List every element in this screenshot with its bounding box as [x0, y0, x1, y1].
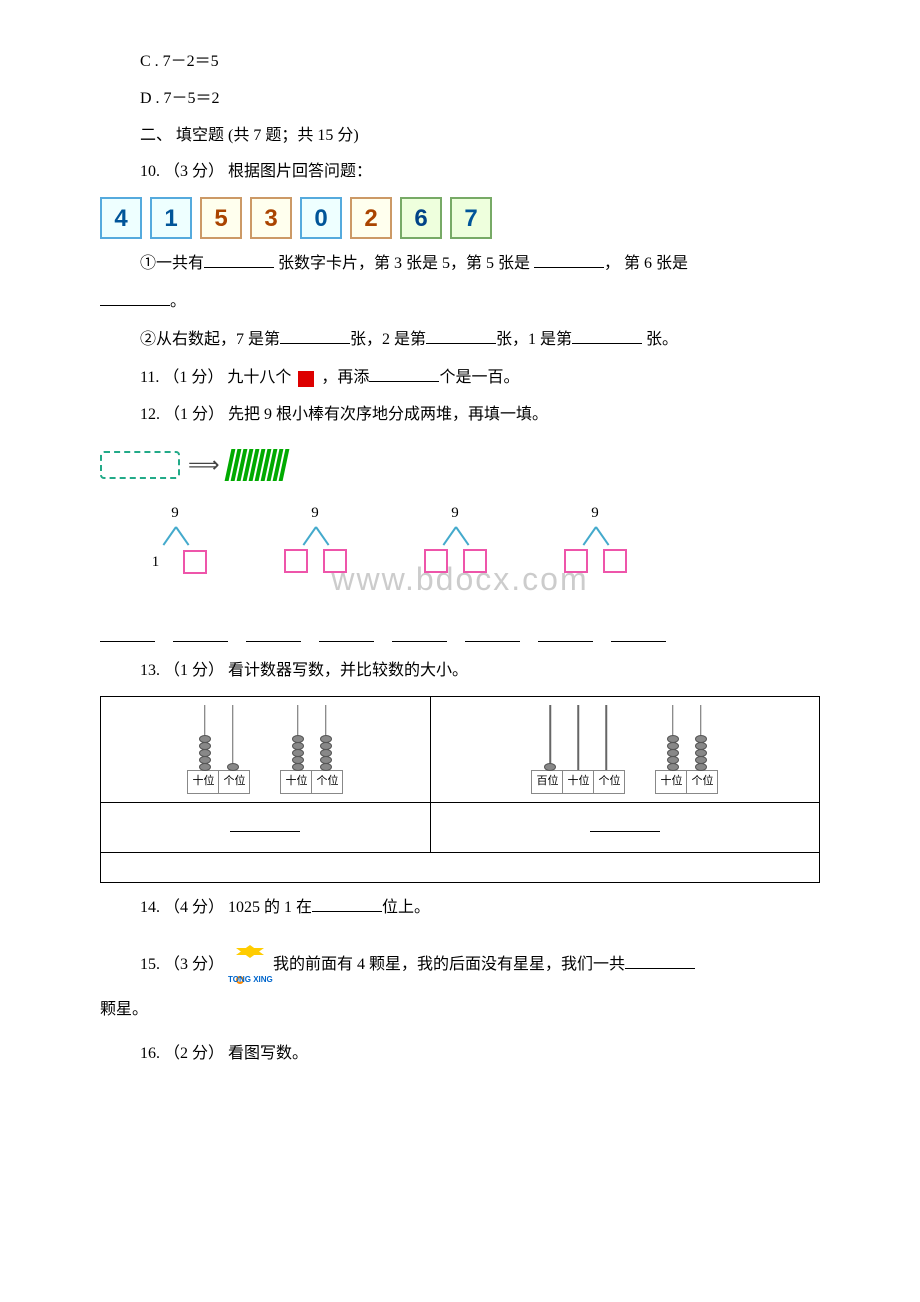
option-d: D . 7－5＝2	[100, 85, 820, 114]
abacus-counter: 十位个位	[187, 705, 250, 794]
number-split: 9	[550, 500, 640, 576]
blank	[590, 812, 660, 831]
blank	[173, 623, 228, 642]
q16-prompt: 16. （2 分） 看图写数。	[100, 1040, 820, 1069]
table-cell	[430, 802, 819, 852]
q10-prompt: 10. （3 分） 根据图片回答问题：	[100, 158, 820, 187]
number-card: 3	[250, 197, 292, 239]
text: 个是一百。	[439, 369, 519, 386]
q12-splits: 91999	[130, 500, 820, 576]
blank	[100, 287, 170, 306]
q12-prompt: 12. （1 分） 先把 9 根小棒有次序地分成两堆，再填一填。	[100, 401, 820, 430]
blank	[230, 812, 300, 831]
arrow-icon: ⟹	[188, 445, 220, 485]
abacus-counter: 十位个位	[655, 705, 718, 794]
q10-sub2: ②从右数起，7 是第 张，2 是第 张，1 是第 张。	[100, 325, 820, 355]
q10-sub1: ①一共有 张数字卡片，第 3 张是 5，第 5 张是 ， 第 6 张是	[100, 249, 820, 279]
blank	[100, 623, 155, 642]
text: 15. （3 分）	[140, 956, 228, 973]
table-cell	[101, 802, 431, 852]
blank	[534, 249, 604, 268]
text: 张数字卡片，第 3 张是 5，第 5 张是	[274, 255, 534, 272]
text: ②从右数起，7 是第	[140, 331, 280, 348]
table-cell: 十位个位十位个位	[101, 697, 431, 803]
number-split: 9	[270, 500, 360, 576]
text: 我的前面有 4 颗星，我的后面没有星星，我们一共	[273, 956, 625, 973]
blank	[465, 623, 520, 642]
text: 位上。	[382, 899, 430, 916]
text: ， 第 6 张是	[604, 255, 688, 272]
sticks-group	[228, 449, 286, 481]
q11: 11. （1 分） 九十八个 ，再添 个是一百。	[100, 363, 820, 393]
number-split: 91	[130, 500, 220, 576]
blank	[246, 623, 301, 642]
text: 11. （1 分） 九十八个	[140, 369, 295, 386]
text: 14. （4 分） 1025 的 1 在	[140, 899, 312, 916]
text: ，再添	[317, 369, 369, 386]
abacus-counter: 十位个位	[280, 705, 343, 794]
blank	[625, 950, 695, 969]
q15: 15. （3 分） TONG XING我的前面有 4 颗星，我的后面没有星星，我…	[100, 943, 820, 988]
text: 张，1 是第	[496, 331, 572, 348]
section-2-title: 二、 填空题 (共 7 题；共 15 分)	[100, 122, 820, 151]
number-split: 9	[410, 500, 500, 576]
text: ①一共有	[140, 255, 204, 272]
number-card: 0	[300, 197, 342, 239]
table-cell	[101, 852, 820, 882]
cube-icon	[298, 371, 314, 387]
number-card: 2	[350, 197, 392, 239]
option-c: C . 7－2＝5	[100, 48, 820, 77]
blank	[611, 623, 666, 642]
number-card: 7	[450, 197, 492, 239]
q10-cards: 41530267	[100, 197, 820, 239]
blank	[312, 893, 382, 912]
blank	[572, 325, 642, 344]
abacus-counter: 百位十位个位	[531, 705, 625, 794]
q15-cont: 颗星。	[100, 996, 820, 1025]
q10-sub1-cont: 。	[100, 287, 820, 317]
blank	[426, 325, 496, 344]
q12-sticks: ⟹	[100, 445, 820, 485]
text: 张。	[642, 331, 678, 348]
blank	[280, 325, 350, 344]
number-card: 5	[200, 197, 242, 239]
q14: 14. （4 分） 1025 的 1 在 位上。	[100, 893, 820, 923]
blank	[204, 249, 274, 268]
text: 颗星。	[100, 1001, 148, 1018]
q13-table: 十位个位十位个位 百位十位个位十位个位	[100, 696, 820, 883]
q13-prompt: 13. （1 分） 看计数器写数，并比较数的大小。	[100, 657, 820, 686]
number-card: 1	[150, 197, 192, 239]
blank	[319, 623, 374, 642]
q12-blanks	[100, 623, 820, 642]
number-card: 4	[100, 197, 142, 239]
blank	[392, 623, 447, 642]
table-cell: 百位十位个位十位个位	[430, 697, 819, 803]
blank	[369, 363, 439, 382]
star-icon: TONG XING	[228, 943, 273, 988]
text: 。	[170, 293, 186, 310]
dashed-box	[100, 451, 180, 479]
number-card: 6	[400, 197, 442, 239]
blank	[538, 623, 593, 642]
text: 张，2 是第	[350, 331, 426, 348]
